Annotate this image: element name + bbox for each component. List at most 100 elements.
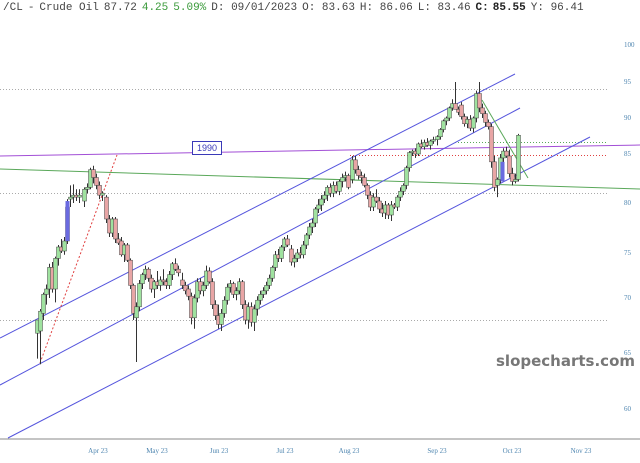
date-tick-label: Jul 23 xyxy=(277,447,294,455)
candle-down xyxy=(459,104,464,117)
candle-up xyxy=(471,117,476,129)
candle-up xyxy=(295,252,300,259)
price-axis: 100 95 90 85 80 75 70 65 60 xyxy=(624,41,635,413)
candle-up xyxy=(279,246,284,259)
watermark: slopecharts.com xyxy=(496,352,635,370)
candle-up xyxy=(270,267,275,279)
candle-up xyxy=(88,169,93,188)
candle-up xyxy=(495,179,500,186)
candle-up xyxy=(304,234,309,246)
last-price: 87.72 xyxy=(103,2,137,14)
candle-down xyxy=(374,196,379,202)
high-value: H: 86.06 xyxy=(359,2,413,14)
price-tick-label: 60 xyxy=(624,405,632,413)
candle-down xyxy=(161,279,166,283)
candle-up xyxy=(201,285,206,292)
candle-up xyxy=(340,177,345,182)
highlight-bar xyxy=(65,201,70,241)
candle-up xyxy=(428,140,433,146)
candle-down xyxy=(91,169,96,178)
candle-up xyxy=(158,279,163,286)
candle-up xyxy=(307,226,312,236)
candle-down xyxy=(231,283,236,295)
candle-up xyxy=(395,196,400,208)
close-value: 85.55 xyxy=(492,2,526,14)
candle-down xyxy=(240,281,245,305)
candle-up xyxy=(140,274,145,284)
green-short-diagonal-trendline xyxy=(481,99,529,179)
candle-up xyxy=(134,306,139,319)
candle-up xyxy=(371,196,376,208)
candle-up xyxy=(68,196,73,200)
candle-down xyxy=(125,244,130,261)
candle-up xyxy=(167,274,172,286)
candle-up xyxy=(53,258,58,290)
candle-down xyxy=(97,185,102,196)
instrument-name: Crude Oil xyxy=(39,2,99,14)
candle-up xyxy=(267,277,272,286)
annotation-1990-label[interactable]: 1990 xyxy=(192,141,223,155)
candle-up xyxy=(292,258,297,263)
y-value: Y: 96.41 xyxy=(530,2,584,14)
highlight-bar xyxy=(500,161,505,182)
candle-down xyxy=(489,126,494,163)
candle-up xyxy=(435,136,440,140)
candle-down xyxy=(173,263,178,270)
candle-down xyxy=(480,107,485,114)
date-tick-label: Jun 23 xyxy=(210,447,229,455)
price-tick-label: 95 xyxy=(624,78,632,86)
price-tick-label: 70 xyxy=(624,294,632,302)
candle-down xyxy=(210,281,215,305)
candle-up xyxy=(38,310,43,332)
candle-down xyxy=(356,169,361,176)
symbol: /CL xyxy=(3,2,23,14)
candle-down xyxy=(207,270,212,283)
candle-up xyxy=(447,107,452,119)
purple-1990-resistance-trendline xyxy=(0,144,640,157)
close-label: C: xyxy=(475,2,489,14)
candle-up xyxy=(273,254,278,268)
candle-up xyxy=(192,297,197,319)
candle-up xyxy=(62,240,67,252)
candle-up xyxy=(310,222,315,228)
candle-up xyxy=(407,152,412,168)
horizontal-levels xyxy=(0,89,608,321)
separator: - xyxy=(27,2,35,14)
candle-down xyxy=(486,122,491,127)
date-value: D: 09/01/2023 xyxy=(211,2,298,14)
channel-upper-trendline xyxy=(0,73,516,339)
candles xyxy=(35,82,521,365)
channel-middle-trendline xyxy=(0,107,521,386)
candle-up xyxy=(100,192,105,196)
candle-up xyxy=(398,190,403,198)
candle-down xyxy=(377,200,382,210)
candle-down xyxy=(104,196,109,220)
candle-down xyxy=(477,93,482,109)
time-axis: Apr 23 May 23 Jun 23 Jul 23 Aug 23 Sep 23 Oct … xyxy=(88,447,592,455)
candle-down xyxy=(285,238,290,246)
candle-up xyxy=(316,204,321,210)
candle-up xyxy=(301,244,306,256)
date-tick-label: Aug 23 xyxy=(339,447,360,455)
price-tick-label: 65 xyxy=(624,349,632,357)
candle-up xyxy=(441,120,446,130)
candle-up xyxy=(416,143,421,155)
price-tick-label: 90 xyxy=(624,114,632,122)
date-tick-label: Apr 23 xyxy=(88,447,108,455)
candle-up xyxy=(261,290,266,295)
price-tick-label: 75 xyxy=(624,249,632,257)
candle-down xyxy=(453,103,458,110)
candle-down xyxy=(176,268,181,274)
candle-up xyxy=(56,246,61,259)
candle-up xyxy=(389,204,394,216)
candle-down xyxy=(180,279,185,286)
change-value: 4.25 xyxy=(141,2,169,14)
candle-up xyxy=(444,117,449,122)
candle-up xyxy=(404,167,409,186)
candle-down xyxy=(359,175,364,178)
candle-up xyxy=(513,179,518,182)
candle-down xyxy=(94,177,99,186)
open-value: O: 83.63 xyxy=(302,2,355,14)
red-dotted-diagonal-trendline xyxy=(39,154,118,364)
